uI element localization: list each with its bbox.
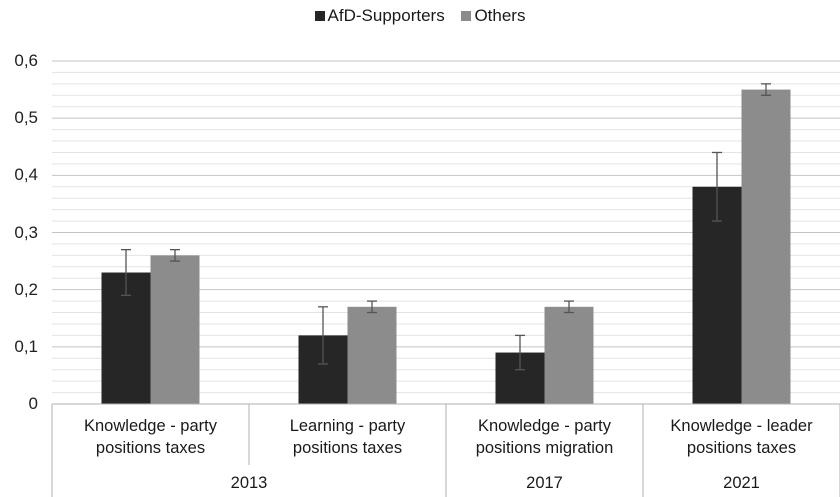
bar-afd bbox=[692, 186, 742, 404]
category-label-line: positions taxes bbox=[95, 439, 206, 457]
y-tick-label: 0 bbox=[28, 394, 38, 413]
y-tick-label: 0,4 bbox=[14, 165, 38, 185]
category-label: Learning - party positions taxes bbox=[249, 415, 446, 459]
bar-others bbox=[544, 306, 594, 404]
category-label: Knowledge - party positions taxes bbox=[52, 415, 249, 459]
category-label-line: positions migration bbox=[475, 439, 614, 457]
legend-swatch-others bbox=[461, 11, 472, 21]
bar-others bbox=[347, 306, 397, 404]
category-label-line: Knowledge - leader bbox=[670, 417, 813, 435]
legend-label-afd: AfD-Supporters bbox=[327, 6, 445, 25]
category-label-line: Learning - party bbox=[289, 417, 406, 435]
legend-swatch-afd bbox=[314, 11, 325, 21]
legend-item-afd: AfD-Supporters bbox=[314, 6, 445, 26]
category-label-line: positions taxes bbox=[686, 439, 797, 457]
group-label: 2021 bbox=[723, 474, 760, 492]
category-label-line: positions taxes bbox=[292, 439, 403, 457]
category-label: Knowledge - party positions migration bbox=[446, 415, 643, 459]
y-tick-label: 0,3 bbox=[14, 222, 38, 242]
bar-others bbox=[150, 255, 200, 404]
y-tick-label: 0,1 bbox=[14, 336, 38, 356]
chart-legend: AfD-Supporters Others bbox=[0, 6, 840, 26]
category-label-line: Knowledge - party bbox=[84, 417, 217, 435]
bar-others bbox=[741, 89, 791, 404]
group-label: 2017 bbox=[526, 474, 563, 492]
group-label: 2013 bbox=[230, 474, 268, 492]
category-label: Knowledge - leader positions taxes bbox=[643, 415, 840, 459]
legend-label-others: Others bbox=[474, 6, 526, 25]
y-tick-label: 0,2 bbox=[14, 279, 38, 299]
y-tick-label: 0,6 bbox=[14, 51, 38, 70]
legend-item-others: Others bbox=[461, 6, 525, 26]
y-tick-label: 0,5 bbox=[14, 108, 38, 128]
category-label-line: Knowledge - party bbox=[478, 417, 611, 435]
